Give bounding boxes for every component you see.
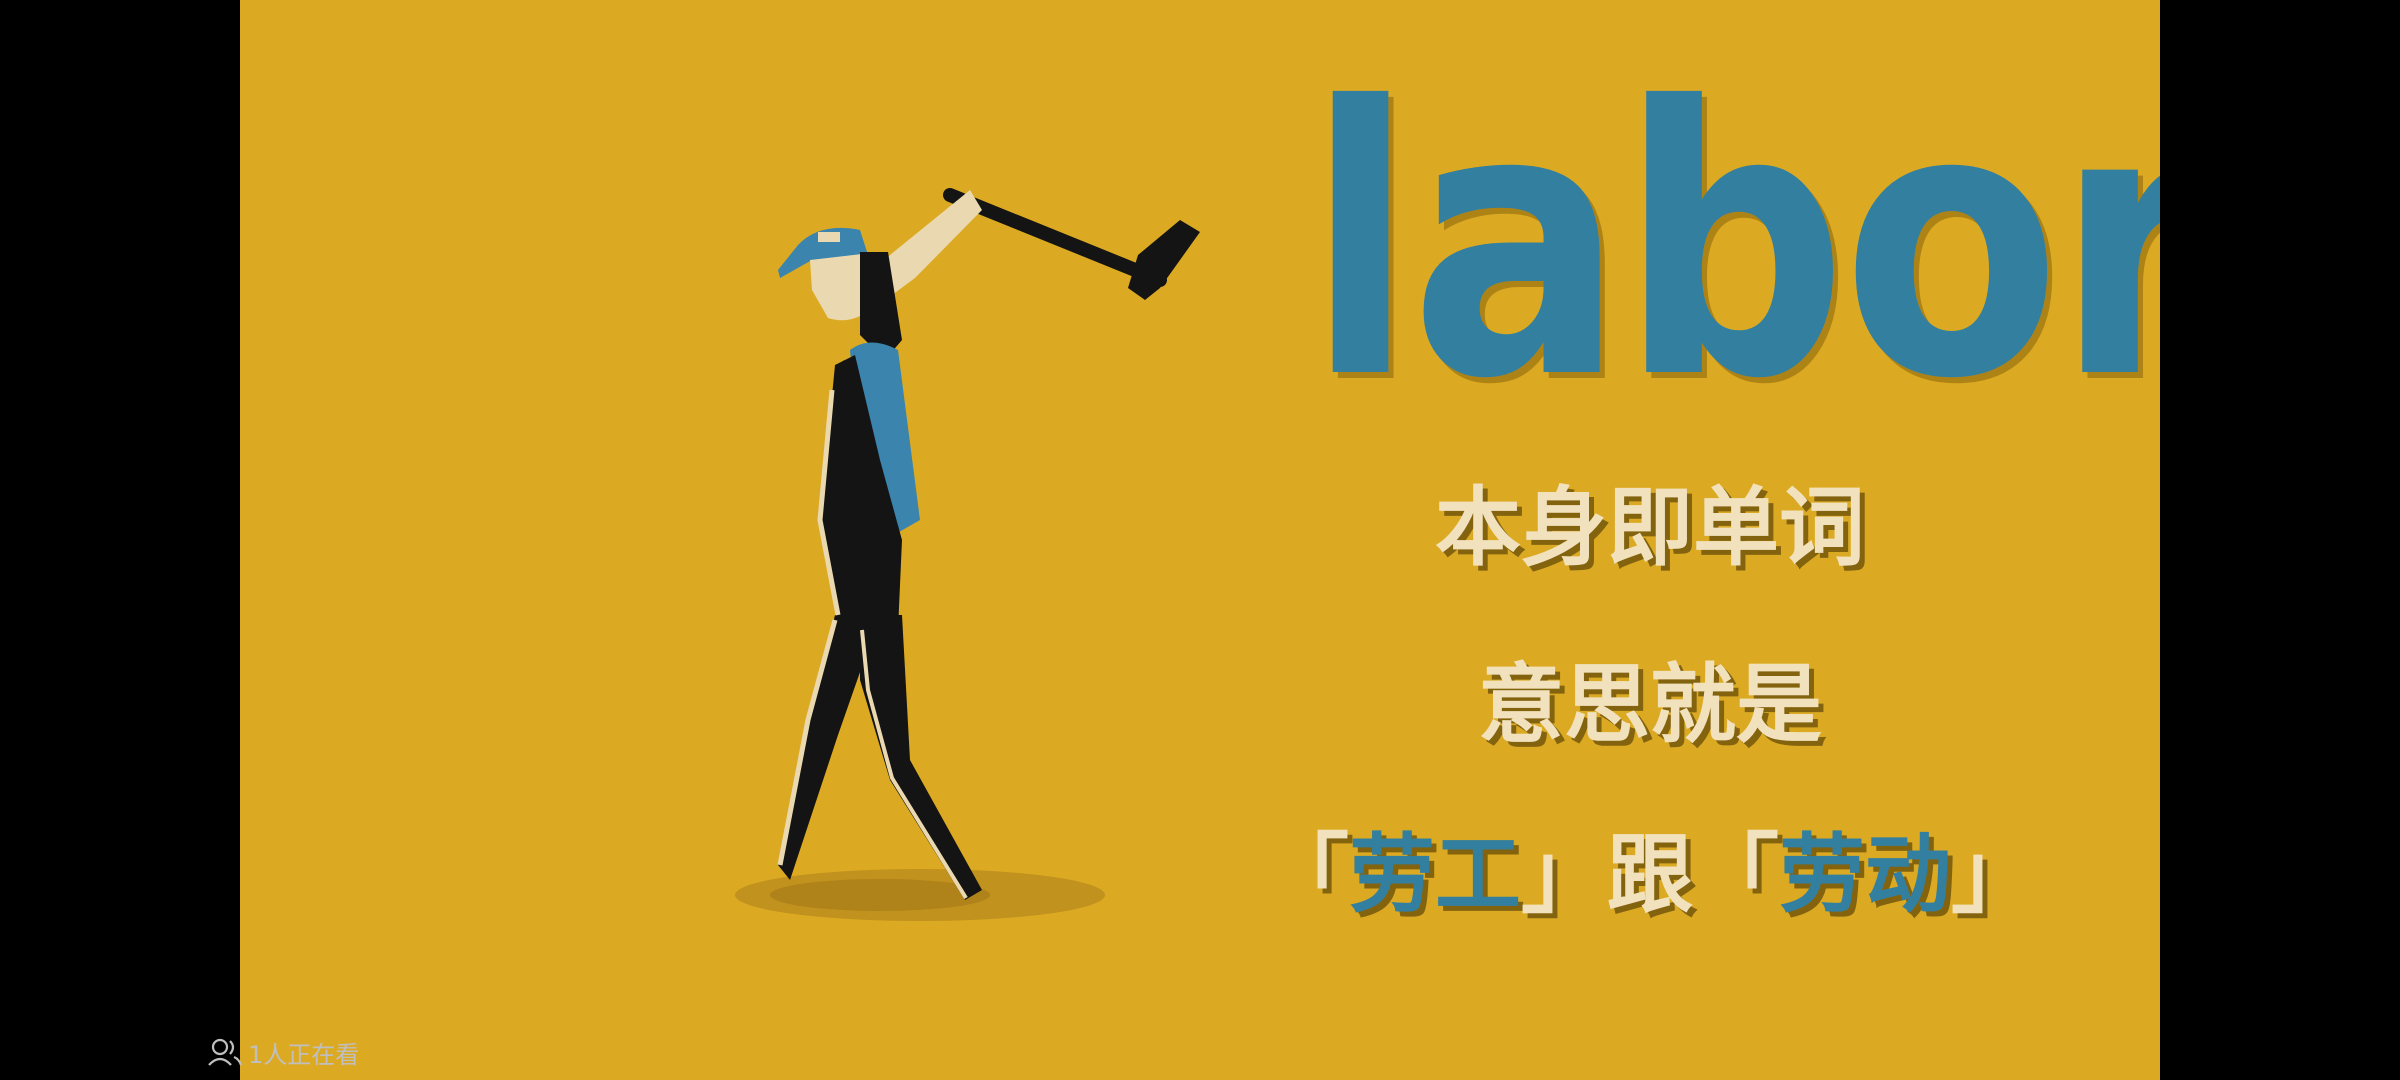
joiner-word: 跟 xyxy=(1607,825,1693,925)
subtitle-line-2: 意思就是 xyxy=(1250,655,2050,755)
bracket-close: 」 xyxy=(1521,825,1607,925)
subtitle-line-3: 「劳工」跟「劳动」 xyxy=(1250,825,2050,925)
viewers-icon xyxy=(208,1037,242,1067)
subtitle-line-1: 本身即单词 xyxy=(1250,478,2050,578)
video-frame[interactable]: labor 本身即单词 意思就是 「劳工」跟「劳动」 xyxy=(240,0,2160,1080)
bracket-close: 」 xyxy=(1951,825,2037,925)
viewer-count: 1人正在看 xyxy=(208,1034,359,1070)
bracket-open: 「 xyxy=(1263,825,1349,925)
meaning-labor: 劳动 xyxy=(1779,825,1951,925)
viewer-count-label: 1人正在看 xyxy=(248,1035,359,1070)
vocabulary-word: labor xyxy=(1306,60,1994,430)
bracket-open: 「 xyxy=(1693,825,1779,925)
meaning-laborer: 劳工 xyxy=(1349,825,1521,925)
